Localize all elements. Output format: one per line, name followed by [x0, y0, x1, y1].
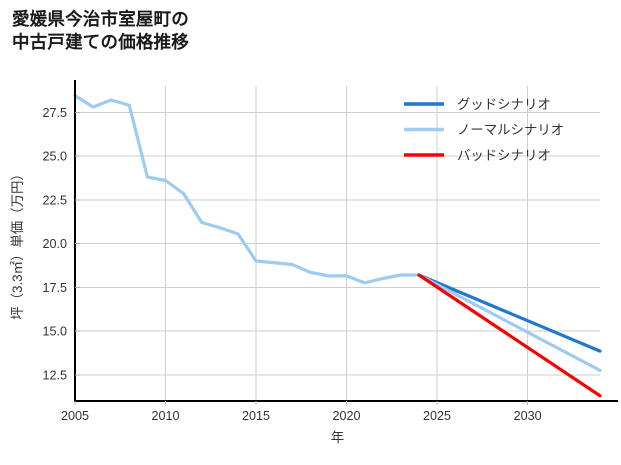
- series-line-1: [417, 273, 602, 353]
- series-line-3: [417, 273, 602, 398]
- x-axis-title: 年: [331, 430, 344, 445]
- tick-labels: 12.5 15.0 17.5 20.0 22.5 25.0 27.5 2005 2010 2015…: [42, 106, 541, 423]
- axis-titles: 年 坪（3.3㎡）単価（万円）: [10, 167, 344, 445]
- x-tick-label: 2015: [242, 409, 270, 423]
- y-axis-title: 坪（3.3㎡）単価（万円）: [10, 167, 25, 320]
- x-tick-label: 2025: [423, 409, 451, 423]
- x-tick-label: 2010: [152, 409, 180, 423]
- x-tick-label: 2005: [61, 409, 89, 423]
- series-line-0: [73, 94, 421, 285]
- series-lines: [73, 94, 602, 398]
- legend-label-1: ノーマルシナリオ: [457, 123, 564, 138]
- series-line-2: [417, 273, 602, 372]
- x-tick-label: 2030: [514, 409, 542, 423]
- y-tick-label: 20.0: [42, 237, 67, 251]
- page-title: 愛媛県今治市室屋町の 中古戸建ての価格推移: [12, 9, 189, 53]
- y-tick-label: 27.5: [42, 106, 67, 120]
- y-tick-label: 15.0: [42, 325, 67, 339]
- legend-label-2: バッドシナリオ: [457, 148, 551, 163]
- x-tick-label: 2020: [333, 409, 361, 423]
- legend-label-0: グッドシナリオ: [457, 97, 551, 112]
- y-tick-label: 12.5: [42, 368, 67, 382]
- y-tick-label: 25.0: [42, 150, 67, 164]
- gridlines: [75, 86, 600, 401]
- axes: [73, 80, 618, 405]
- y-tick-label: 17.5: [42, 281, 67, 295]
- y-tick-label: 22.5: [42, 193, 67, 207]
